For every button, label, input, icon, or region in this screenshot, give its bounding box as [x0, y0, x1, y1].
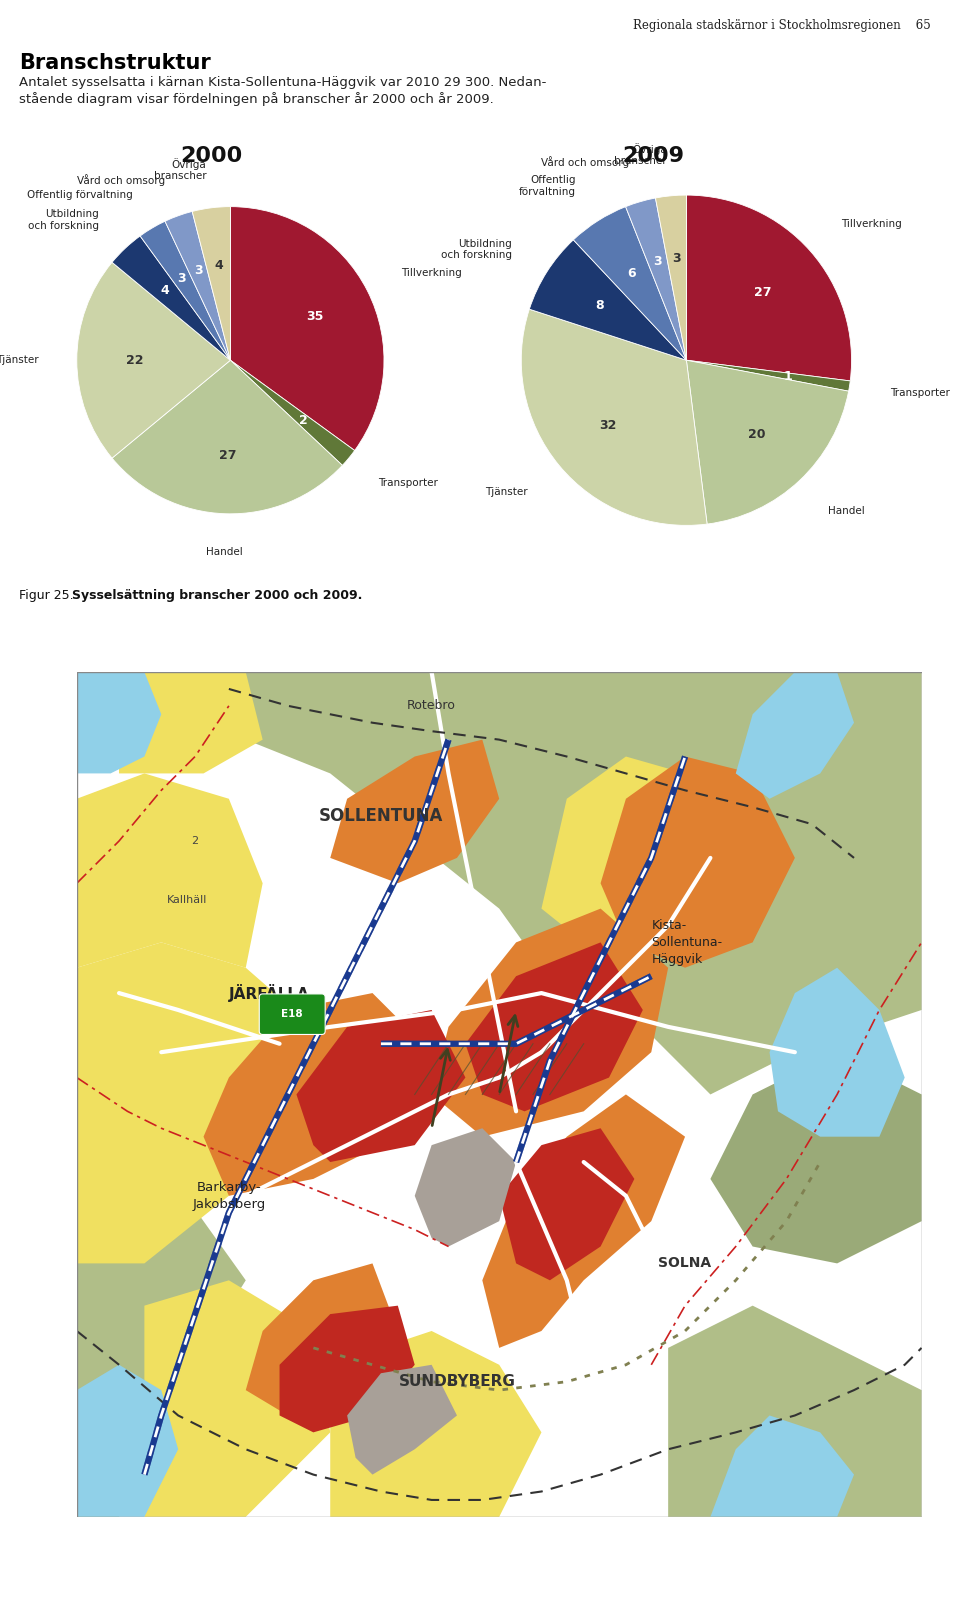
Polygon shape	[710, 1052, 922, 1263]
Polygon shape	[77, 672, 161, 774]
Wedge shape	[521, 309, 708, 525]
Text: Tillverkning: Tillverkning	[841, 219, 902, 228]
Text: SOLLENTUNA: SOLLENTUNA	[319, 806, 444, 824]
Text: 27: 27	[219, 448, 236, 461]
Polygon shape	[330, 1331, 541, 1517]
FancyBboxPatch shape	[259, 994, 325, 1035]
Wedge shape	[529, 240, 686, 361]
Text: 4: 4	[214, 259, 223, 272]
Text: Regionala stadskärnor i Stockholmsregionen    65: Regionala stadskärnor i Stockholmsregion…	[634, 19, 931, 32]
Polygon shape	[466, 942, 643, 1111]
Text: Tillverkning: Tillverkning	[401, 269, 462, 278]
Text: Handel: Handel	[828, 505, 864, 516]
Text: 20: 20	[748, 429, 765, 442]
Text: 2000: 2000	[180, 146, 242, 165]
Text: Kista-
Sollentuna-
Häggvik: Kista- Sollentuna- Häggvik	[651, 920, 722, 967]
Wedge shape	[192, 207, 230, 359]
Polygon shape	[246, 1263, 397, 1415]
Text: Handel: Handel	[206, 547, 243, 557]
Text: Tjänster: Tjänster	[0, 355, 38, 366]
Polygon shape	[144, 1281, 330, 1517]
Text: Transporter: Transporter	[890, 387, 950, 398]
Text: 3: 3	[654, 256, 662, 269]
Polygon shape	[119, 672, 263, 774]
Text: 6: 6	[627, 267, 636, 280]
Text: 22: 22	[127, 353, 144, 368]
Polygon shape	[77, 942, 313, 1263]
Text: Vård och omsorg: Vård och omsorg	[77, 173, 165, 186]
Text: Offentlig förvaltning: Offentlig förvaltning	[27, 189, 132, 201]
Text: SUNDBYBERG: SUNDBYBERG	[398, 1375, 516, 1389]
Text: Kallhäll: Kallhäll	[166, 895, 206, 905]
Text: 2: 2	[300, 414, 308, 427]
Text: Utbildning
och forskning: Utbildning och forskning	[441, 240, 512, 261]
Text: Rotebro: Rotebro	[407, 699, 456, 712]
Text: SOLNA: SOLNA	[659, 1256, 711, 1271]
Polygon shape	[297, 1010, 466, 1162]
Polygon shape	[710, 1415, 854, 1517]
Polygon shape	[735, 672, 854, 798]
Text: 35: 35	[306, 311, 324, 324]
Polygon shape	[348, 1365, 457, 1475]
Polygon shape	[541, 756, 710, 942]
Text: Sysselsättning branscher 2000 och 2009.: Sysselsättning branscher 2000 och 2009.	[72, 589, 362, 602]
Polygon shape	[432, 908, 668, 1137]
Text: 1: 1	[783, 369, 792, 382]
Text: stående diagram visar fördelningen på branscher år 2000 och år 2009.: stående diagram visar fördelningen på br…	[19, 92, 494, 107]
Text: Utbildning
och forskning: Utbildning och forskning	[28, 209, 99, 232]
Polygon shape	[601, 756, 795, 968]
Wedge shape	[656, 196, 686, 361]
Text: Transporter: Transporter	[378, 478, 438, 487]
Wedge shape	[626, 198, 686, 361]
Wedge shape	[165, 212, 230, 359]
Polygon shape	[482, 1094, 685, 1349]
Text: Antalet sysselsatta i kärnan Kista-Sollentuna-Häggvik var 2010 29 300. Nedan-: Antalet sysselsatta i kärnan Kista-Solle…	[19, 76, 546, 89]
Polygon shape	[770, 968, 904, 1137]
Polygon shape	[668, 1305, 922, 1517]
Text: Barkarby-
Jakobsberg: Barkarby- Jakobsberg	[192, 1180, 266, 1211]
Text: Tjänster: Tjänster	[485, 487, 527, 497]
Wedge shape	[112, 236, 230, 359]
Text: Branschstruktur: Branschstruktur	[19, 53, 211, 73]
Text: Figur 25.: Figur 25.	[19, 589, 78, 602]
Wedge shape	[112, 359, 343, 513]
Text: 3: 3	[672, 253, 681, 266]
Text: 3: 3	[194, 264, 203, 277]
Wedge shape	[77, 262, 230, 458]
Text: 8: 8	[595, 300, 604, 312]
Text: Övriga
branscher: Övriga branscher	[154, 159, 206, 181]
Wedge shape	[230, 359, 354, 465]
Polygon shape	[415, 1128, 516, 1247]
Wedge shape	[230, 207, 384, 450]
Wedge shape	[686, 196, 852, 380]
Polygon shape	[77, 1162, 246, 1517]
Text: 32: 32	[599, 419, 616, 432]
Polygon shape	[330, 740, 499, 884]
Text: 2009: 2009	[622, 146, 684, 165]
Polygon shape	[77, 1365, 179, 1517]
Wedge shape	[686, 361, 849, 525]
Wedge shape	[140, 222, 230, 359]
Wedge shape	[573, 207, 686, 361]
Text: Offentlig
förvaltning: Offentlig förvaltning	[518, 175, 576, 198]
Wedge shape	[686, 361, 851, 392]
Text: 4: 4	[161, 285, 170, 298]
Polygon shape	[499, 1128, 635, 1281]
Polygon shape	[77, 774, 263, 968]
Text: Övriga
branscher: Övriga branscher	[614, 142, 667, 167]
Polygon shape	[279, 1305, 415, 1433]
Text: 27: 27	[755, 287, 772, 300]
Polygon shape	[77, 672, 922, 1094]
Text: JÄRFÄLLA: JÄRFÄLLA	[228, 984, 310, 1002]
Text: Vård och omsorg: Vård och omsorg	[540, 155, 629, 168]
Polygon shape	[204, 992, 432, 1196]
Text: E18: E18	[281, 1009, 303, 1020]
Text: 3: 3	[178, 272, 186, 285]
Text: 2: 2	[191, 835, 199, 847]
